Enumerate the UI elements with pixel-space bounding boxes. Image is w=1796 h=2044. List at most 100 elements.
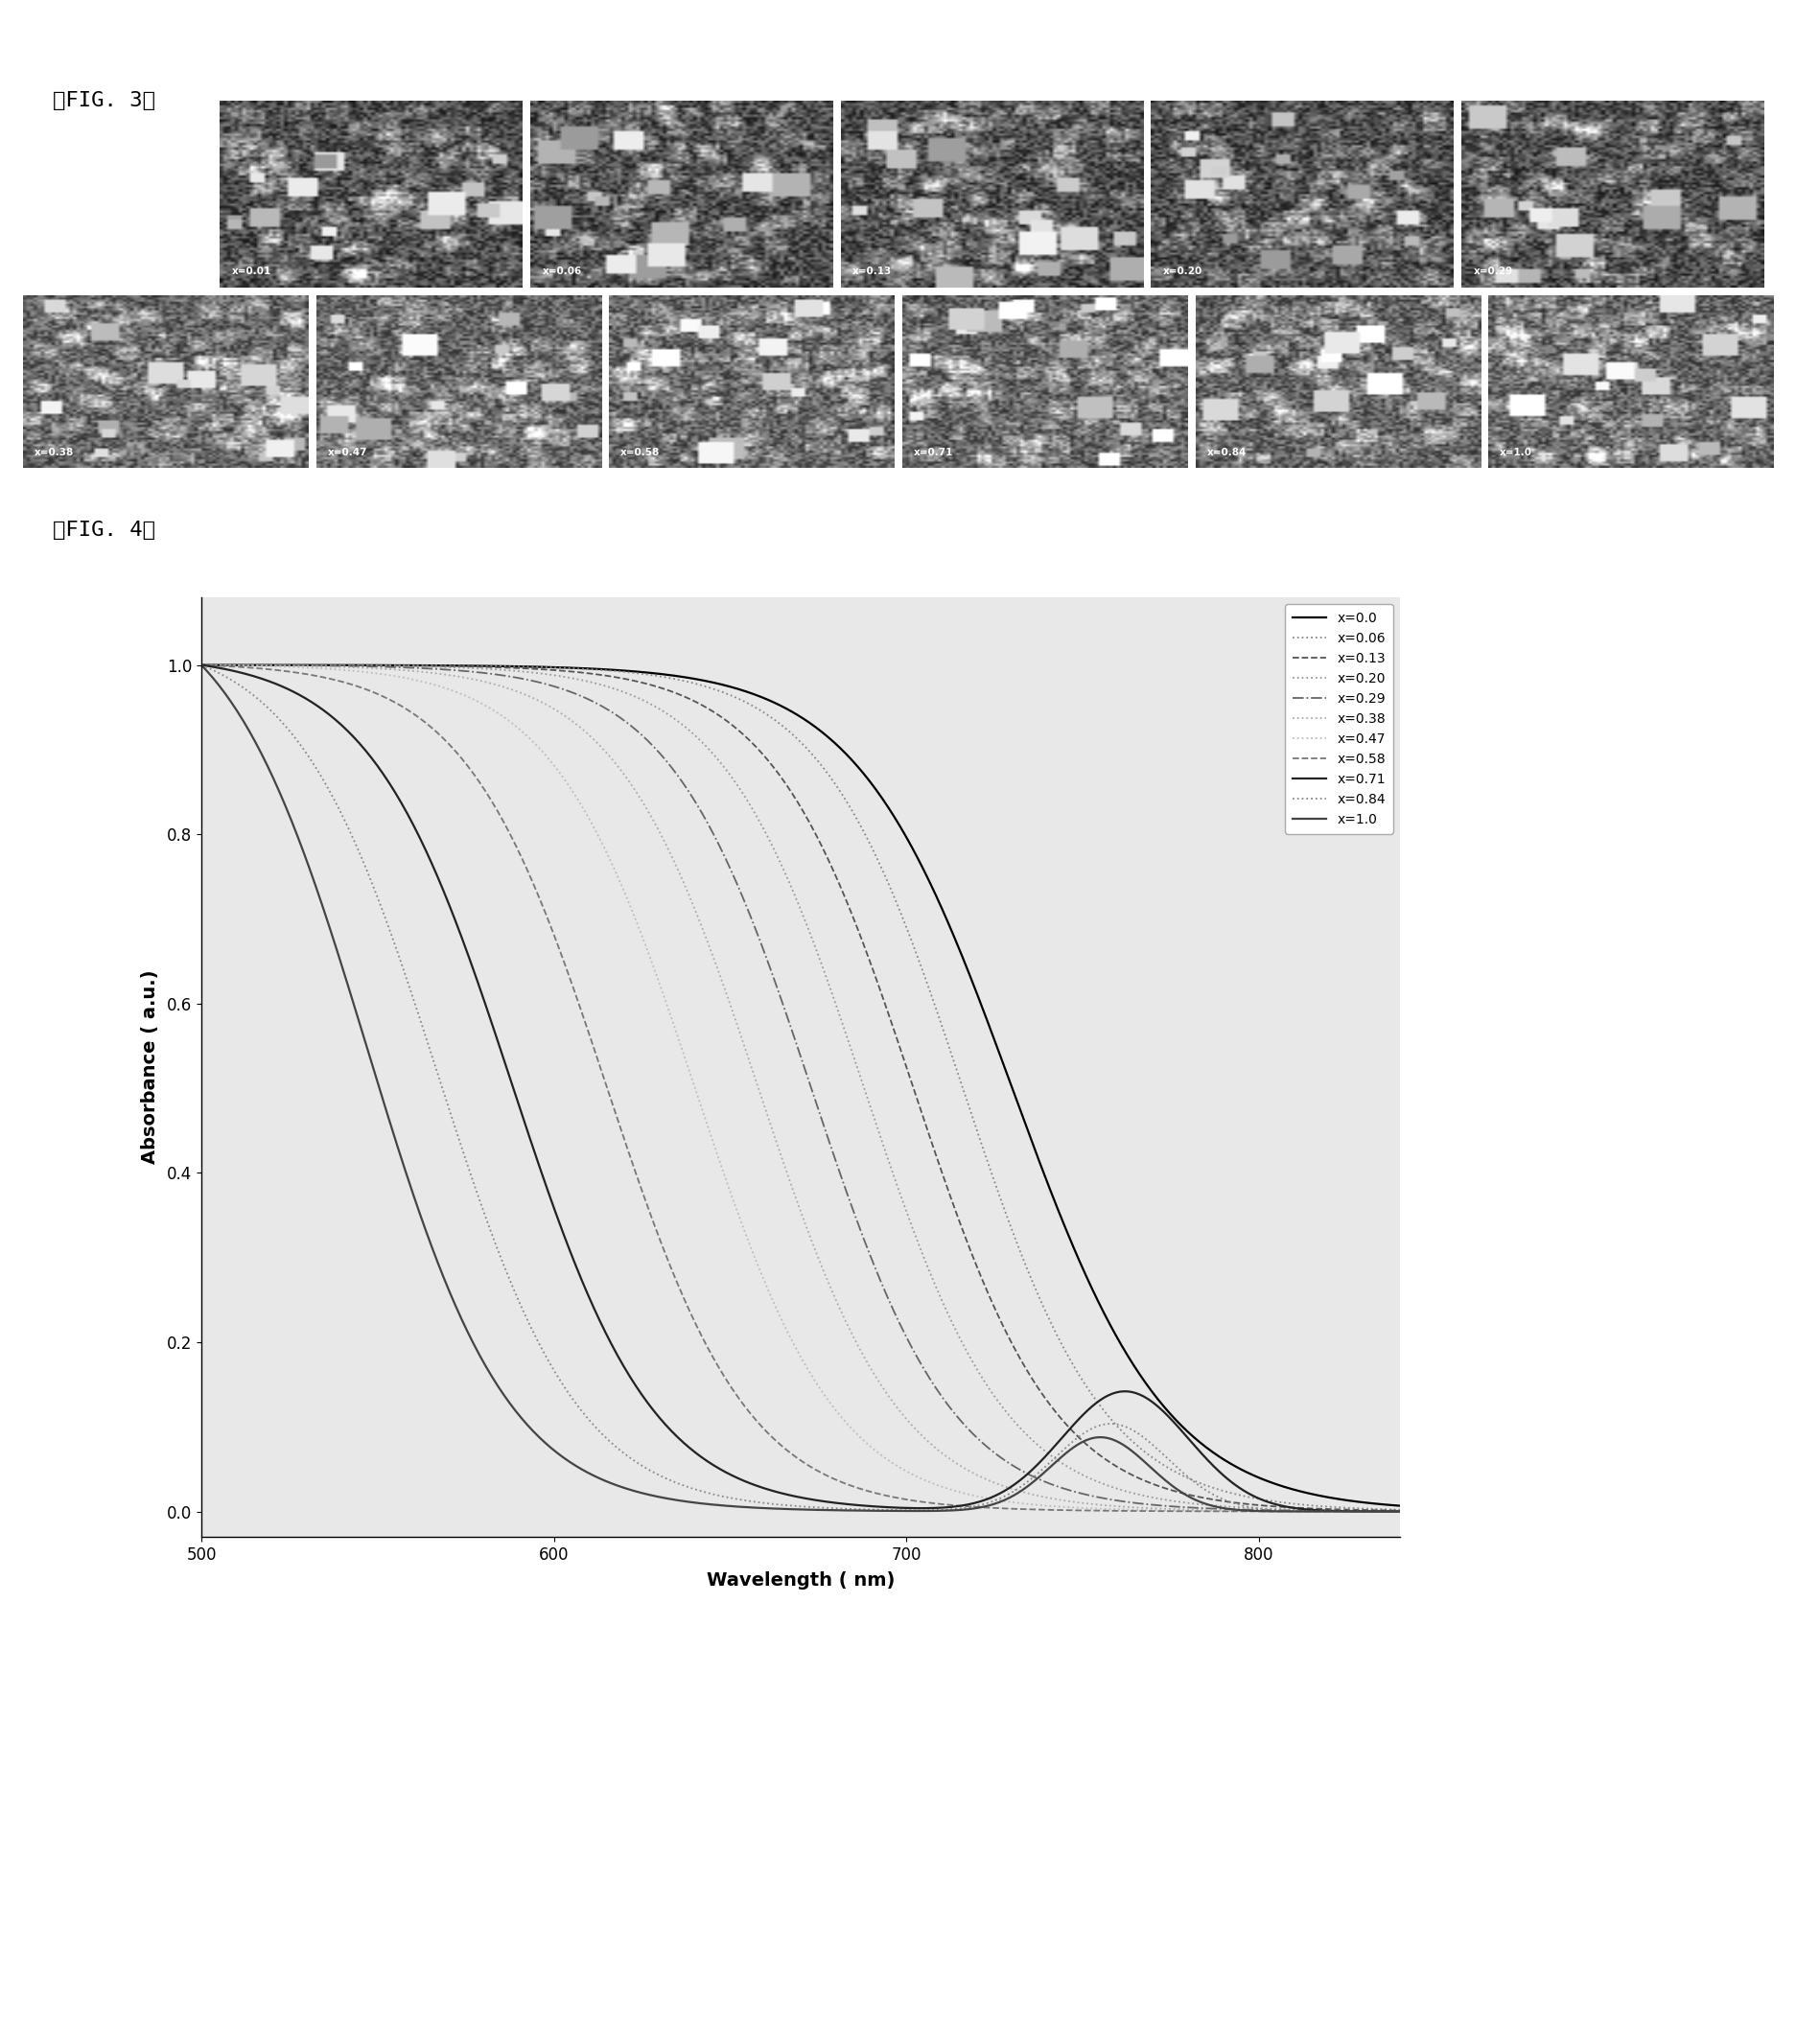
- x=0.47: [402, 666, 424, 691]
- x=0.58: [733, 1392, 754, 1416]
- Legend: x=0.0, x=0.06, x=0.13, x=0.20, x=0.29, x=0.38, x=0.47, x=0.58, x=0.71, x=0.84, x: x=0.0, x=0.06, x=0.13, x=0.20, x=0.29, x…: [1284, 603, 1392, 834]
- x=0.06: [733, 689, 754, 713]
- x=0.13: [1092, 1445, 1114, 1470]
- Text: x=0.84: x=0.84: [1207, 448, 1246, 458]
- x=0.47: [990, 1488, 1011, 1513]
- x=0.84: [402, 987, 424, 1012]
- Text: x=0.20: x=0.20: [1162, 268, 1202, 276]
- x=0.71: [990, 1480, 1011, 1504]
- x=1.0: [499, 1390, 521, 1414]
- x=0.38: [1092, 1492, 1114, 1517]
- x=0.13: [190, 652, 212, 677]
- x=0.84: [990, 1486, 1011, 1511]
- Text: 』FIG. 3】: 』FIG. 3】: [52, 92, 154, 110]
- x=0.20: [990, 1394, 1011, 1419]
- x=0.71: [402, 814, 424, 838]
- x=0.20: [1388, 1498, 1410, 1523]
- x=0.71: [1092, 1386, 1114, 1410]
- x=0.71: [1388, 1498, 1410, 1523]
- x=0.20: [896, 1202, 918, 1226]
- x=0.29: [1092, 1486, 1114, 1511]
- x=0.58: [190, 652, 212, 677]
- x=1.0: [190, 652, 212, 677]
- x=0.47: [896, 1459, 918, 1484]
- x=0.20: [190, 652, 212, 677]
- x=0.71: [896, 1496, 918, 1521]
- Text: x=0.29: x=0.29: [1473, 268, 1512, 276]
- Text: x=0.06: x=0.06: [542, 268, 582, 276]
- Line: x=0.58: x=0.58: [201, 664, 1399, 1511]
- x=0.29: [402, 656, 424, 681]
- Y-axis label: Absorbance ( a.u.): Absorbance ( a.u.): [140, 971, 158, 1165]
- x=0.58: [1092, 1498, 1114, 1523]
- x=0.47: [733, 1216, 754, 1241]
- Line: x=0.84: x=0.84: [201, 664, 1399, 1511]
- x=0.29: [499, 664, 521, 689]
- Line: x=0.71: x=0.71: [201, 664, 1399, 1511]
- x=0.84: [733, 1488, 754, 1513]
- x=1.0: [733, 1494, 754, 1519]
- x=0.38: [190, 652, 212, 677]
- x=1.0: [1092, 1425, 1114, 1449]
- X-axis label: Wavelength ( nm): Wavelength ( nm): [706, 1572, 894, 1590]
- x=0.13: [990, 1310, 1011, 1335]
- Line: x=0.06: x=0.06: [201, 664, 1399, 1511]
- x=0.29: [1388, 1498, 1410, 1523]
- x=0.38: [402, 658, 424, 683]
- x=0.0: [1388, 1494, 1410, 1519]
- Text: x=0.58: x=0.58: [620, 448, 659, 458]
- x=0.13: [896, 1059, 918, 1083]
- Text: x=0.71: x=0.71: [912, 448, 954, 458]
- x=0.84: [1092, 1412, 1114, 1437]
- Line: x=0.20: x=0.20: [201, 664, 1399, 1511]
- x=1.0: [1388, 1498, 1410, 1523]
- x=0.47: [1388, 1498, 1410, 1523]
- x=0.29: [733, 887, 754, 912]
- Text: x=0.47: x=0.47: [327, 448, 366, 458]
- x=0.47: [1092, 1496, 1114, 1521]
- x=0.29: [190, 652, 212, 677]
- Text: 』FIG. 4】: 』FIG. 4】: [52, 521, 154, 540]
- x=0.38: [499, 677, 521, 701]
- x=0.47: [190, 652, 212, 677]
- Line: x=0.38: x=0.38: [201, 664, 1399, 1511]
- Line: x=0.13: x=0.13: [201, 664, 1399, 1511]
- x=0.13: [1388, 1498, 1410, 1523]
- x=1.0: [402, 1183, 424, 1208]
- x=0.38: [733, 1032, 754, 1057]
- x=0.06: [990, 1190, 1011, 1214]
- x=1.0: [990, 1488, 1011, 1513]
- x=0.58: [499, 822, 521, 846]
- x=0.38: [896, 1408, 918, 1433]
- x=0.06: [402, 654, 424, 679]
- x=0.84: [1388, 1498, 1410, 1523]
- x=0.58: [896, 1488, 918, 1513]
- x=0.58: [990, 1496, 1011, 1521]
- x=0.71: [190, 652, 212, 677]
- x=0.06: [1092, 1398, 1114, 1423]
- Text: x=0.01: x=0.01: [232, 268, 271, 276]
- x=0.58: [1388, 1498, 1410, 1523]
- Text: x=0.38: x=0.38: [34, 448, 74, 458]
- Line: x=0.47: x=0.47: [201, 664, 1399, 1511]
- Line: x=0.29: x=0.29: [201, 664, 1399, 1511]
- x=0.0: [499, 654, 521, 679]
- x=0.06: [1388, 1498, 1410, 1523]
- x=0.13: [499, 656, 521, 681]
- Line: x=0.0: x=0.0: [201, 664, 1399, 1506]
- x=0.84: [190, 652, 212, 677]
- x=0.29: [896, 1327, 918, 1351]
- x=0.06: [499, 654, 521, 679]
- x=0.0: [190, 652, 212, 677]
- x=0.06: [190, 652, 212, 677]
- x=0.84: [499, 1267, 521, 1292]
- Text: x=1.0: x=1.0: [1500, 448, 1532, 458]
- x=0.58: [402, 701, 424, 726]
- x=0.20: [1092, 1472, 1114, 1496]
- x=0.0: [990, 1049, 1011, 1073]
- x=0.0: [896, 828, 918, 852]
- x=0.71: [499, 1065, 521, 1089]
- Text: x=0.13: x=0.13: [853, 268, 893, 276]
- x=0.06: [896, 918, 918, 942]
- Line: x=1.0: x=1.0: [201, 664, 1399, 1511]
